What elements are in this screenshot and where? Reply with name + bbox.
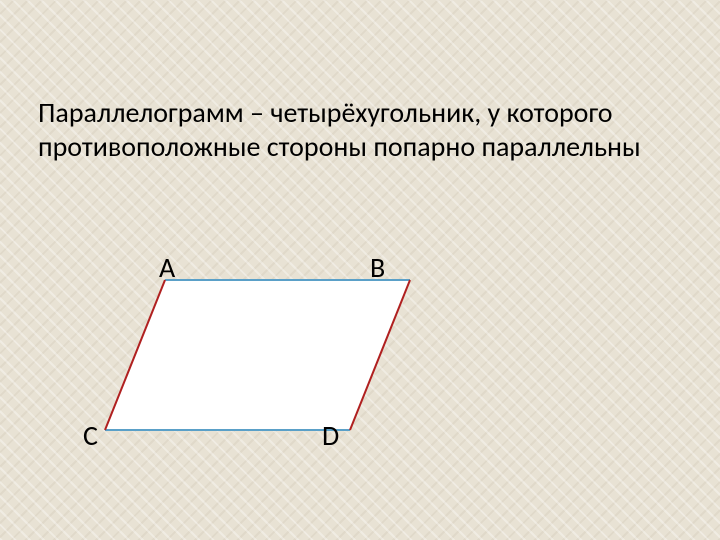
parallelogram-figure: А В С D: [90, 250, 450, 470]
vertex-label-d: D: [322, 418, 339, 453]
parallelogram-svg: [90, 250, 450, 470]
vertex-label-a: А: [159, 250, 175, 285]
parallelogram-fill: [105, 280, 410, 430]
definition-text: Параллелограмм – четырёхугольник, у кото…: [38, 96, 658, 163]
vertex-label-c: С: [83, 418, 98, 453]
vertex-label-b: В: [370, 250, 385, 285]
